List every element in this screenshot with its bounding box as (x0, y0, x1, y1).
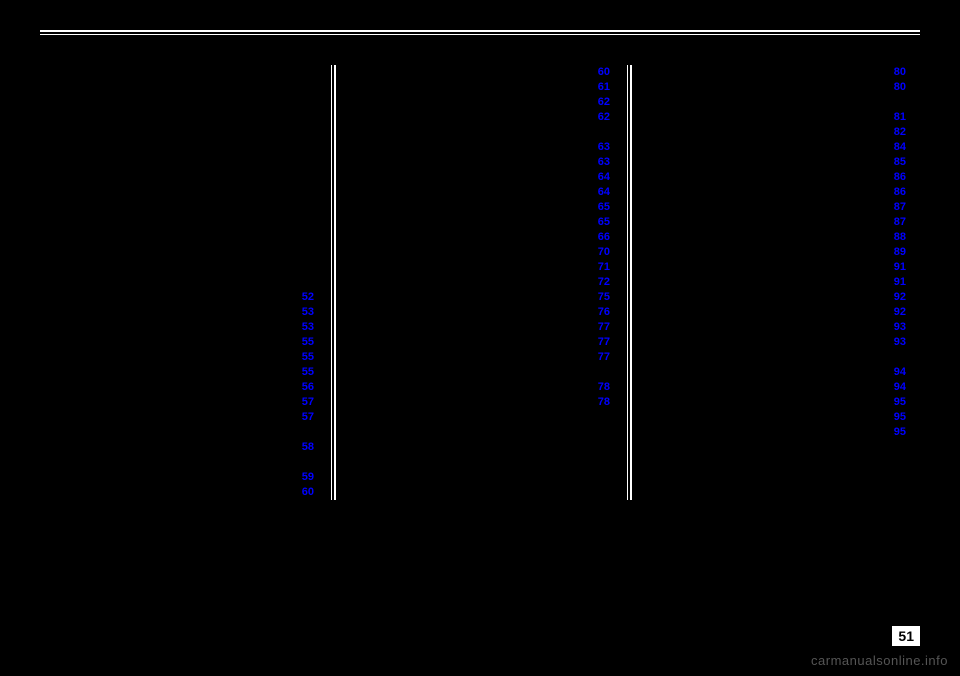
column-numbers: 6061626263636464656566707172757677777778… (336, 65, 624, 410)
page-ref-link[interactable]: 55 (40, 350, 314, 365)
spacer (40, 140, 314, 155)
page-ref-link[interactable]: 61 (336, 80, 610, 95)
spacer (40, 125, 314, 140)
page-ref-link[interactable]: 55 (40, 365, 314, 380)
spacer (40, 215, 314, 230)
rule-top-thin (40, 34, 920, 35)
page-ref-link[interactable]: 52 (40, 290, 314, 305)
page-ref-link[interactable]: 62 (336, 95, 610, 110)
spacer (40, 455, 314, 470)
page-ref-link[interactable]: 88 (632, 230, 906, 245)
page-ref-link[interactable]: 63 (336, 155, 610, 170)
spacer (40, 275, 314, 290)
page-ref-link[interactable]: 93 (632, 335, 906, 350)
column-numbers: 8080818284858686878788899191929293939494… (632, 65, 920, 440)
spacer (40, 185, 314, 200)
page-ref-link[interactable]: 57 (40, 410, 314, 425)
page-ref-link[interactable]: 56 (40, 380, 314, 395)
index-column-2: 6061626263636464656566707172757677777778… (336, 65, 632, 500)
page-ref-link[interactable]: 53 (40, 320, 314, 335)
spacer (40, 425, 314, 440)
page-ref-link[interactable]: 63 (336, 140, 610, 155)
spacer (40, 260, 314, 275)
page-ref-link[interactable]: 95 (632, 395, 906, 410)
spacer (336, 365, 610, 380)
page-ref-link[interactable]: 95 (632, 410, 906, 425)
manual-page: 525353555555565757585960 606162626363646… (40, 30, 920, 646)
page-ref-link[interactable]: 72 (336, 275, 610, 290)
index-column-1: 525353555555565757585960 (40, 65, 336, 500)
spacer (632, 95, 906, 110)
page-ref-link[interactable]: 92 (632, 290, 906, 305)
page-ref-link[interactable]: 80 (632, 80, 906, 95)
spacer (40, 170, 314, 185)
spacer (40, 155, 314, 170)
page-ref-link[interactable]: 60 (336, 65, 610, 80)
page-ref-link[interactable]: 94 (632, 365, 906, 380)
spacer (40, 80, 314, 95)
column-numbers: 525353555555565757585960 (40, 65, 328, 500)
page-ref-link[interactable]: 92 (632, 305, 906, 320)
page-ref-link[interactable]: 60 (40, 485, 314, 500)
page-ref-link[interactable]: 53 (40, 305, 314, 320)
page-ref-link[interactable]: 77 (336, 350, 610, 365)
page-ref-link[interactable]: 87 (632, 215, 906, 230)
page-ref-link[interactable]: 75 (336, 290, 610, 305)
page-ref-link[interactable]: 77 (336, 335, 610, 350)
page-ref-link[interactable]: 91 (632, 260, 906, 275)
page-ref-link[interactable]: 55 (40, 335, 314, 350)
spacer (40, 245, 314, 260)
page-ref-link[interactable]: 62 (336, 110, 610, 125)
page-ref-link[interactable]: 78 (336, 380, 610, 395)
column-divider-inner (627, 65, 628, 500)
watermark-text: carmanualsonline.info (811, 653, 948, 668)
page-ref-link[interactable]: 84 (632, 140, 906, 155)
spacer (40, 200, 314, 215)
rule-top-thick (40, 30, 920, 32)
page-ref-link[interactable]: 66 (336, 230, 610, 245)
index-column-3: 8080818284858686878788899191929293939494… (632, 65, 920, 500)
page-ref-link[interactable]: 87 (632, 200, 906, 215)
page-ref-link[interactable]: 85 (632, 155, 906, 170)
page-number-badge: 51 (892, 626, 920, 646)
page-ref-link[interactable]: 78 (336, 395, 610, 410)
page-ref-link[interactable]: 89 (632, 245, 906, 260)
page-ref-link[interactable]: 58 (40, 440, 314, 455)
page-ref-link[interactable]: 91 (632, 275, 906, 290)
page-ref-link[interactable]: 93 (632, 320, 906, 335)
page-ref-link[interactable]: 65 (336, 200, 610, 215)
page-ref-link[interactable]: 80 (632, 65, 906, 80)
index-columns: 525353555555565757585960 606162626363646… (40, 65, 920, 500)
page-ref-link[interactable]: 59 (40, 470, 314, 485)
page-ref-link[interactable]: 81 (632, 110, 906, 125)
page-ref-link[interactable]: 86 (632, 185, 906, 200)
spacer (40, 65, 314, 80)
page-ref-link[interactable]: 70 (336, 245, 610, 260)
page-ref-link[interactable]: 76 (336, 305, 610, 320)
spacer (40, 110, 314, 125)
page-ref-link[interactable]: 64 (336, 185, 610, 200)
page-ref-link[interactable]: 86 (632, 170, 906, 185)
page-ref-link[interactable]: 95 (632, 425, 906, 440)
spacer (336, 125, 610, 140)
page-ref-link[interactable]: 71 (336, 260, 610, 275)
column-divider-inner (331, 65, 332, 500)
page-ref-link[interactable]: 82 (632, 125, 906, 140)
spacer (632, 350, 906, 365)
spacer (40, 230, 314, 245)
page-ref-link[interactable]: 77 (336, 320, 610, 335)
page-ref-link[interactable]: 94 (632, 380, 906, 395)
page-ref-link[interactable]: 64 (336, 170, 610, 185)
page-ref-link[interactable]: 65 (336, 215, 610, 230)
spacer (40, 95, 314, 110)
page-ref-link[interactable]: 57 (40, 395, 314, 410)
